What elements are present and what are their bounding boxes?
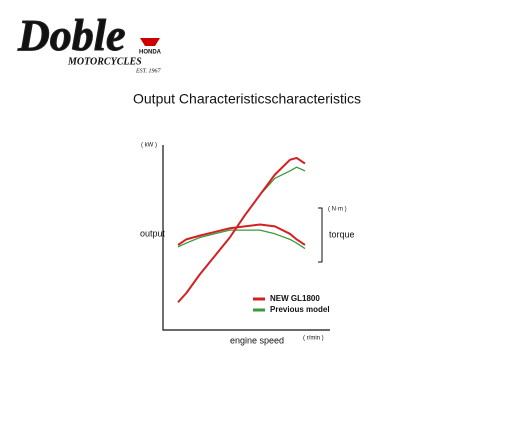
torque-line bbox=[177, 229, 306, 250]
brand: HONDA bbox=[139, 50, 162, 56]
logo-sub: MOTORCYCLES bbox=[67, 56, 142, 67]
chart-title: Output Characteristicscharacteristics bbox=[133, 91, 361, 107]
y-label: output bbox=[140, 228, 166, 238]
output-line bbox=[177, 166, 306, 303]
y-unit: ( kW ) bbox=[141, 143, 157, 149]
output-line bbox=[177, 156, 306, 303]
torque-line bbox=[177, 223, 306, 246]
x-label: engine speed bbox=[230, 335, 284, 345]
torque-bracket bbox=[318, 207, 323, 263]
logo: Doble HONDA MOTORCYCLES EST. 1967 bbox=[17, 11, 162, 75]
axes bbox=[162, 145, 330, 331]
honda-wing bbox=[140, 38, 160, 46]
legend-label: NEW GL1800 bbox=[270, 294, 320, 303]
x-unit: ( r/min ) bbox=[303, 336, 324, 342]
logo-est: EST. 1967 bbox=[135, 68, 162, 74]
logo-text: Doble bbox=[17, 11, 126, 60]
torque-unit: ( N·m ) bbox=[328, 207, 347, 213]
torque-label: torque bbox=[329, 229, 355, 239]
legend-label: Previous model bbox=[270, 305, 330, 314]
